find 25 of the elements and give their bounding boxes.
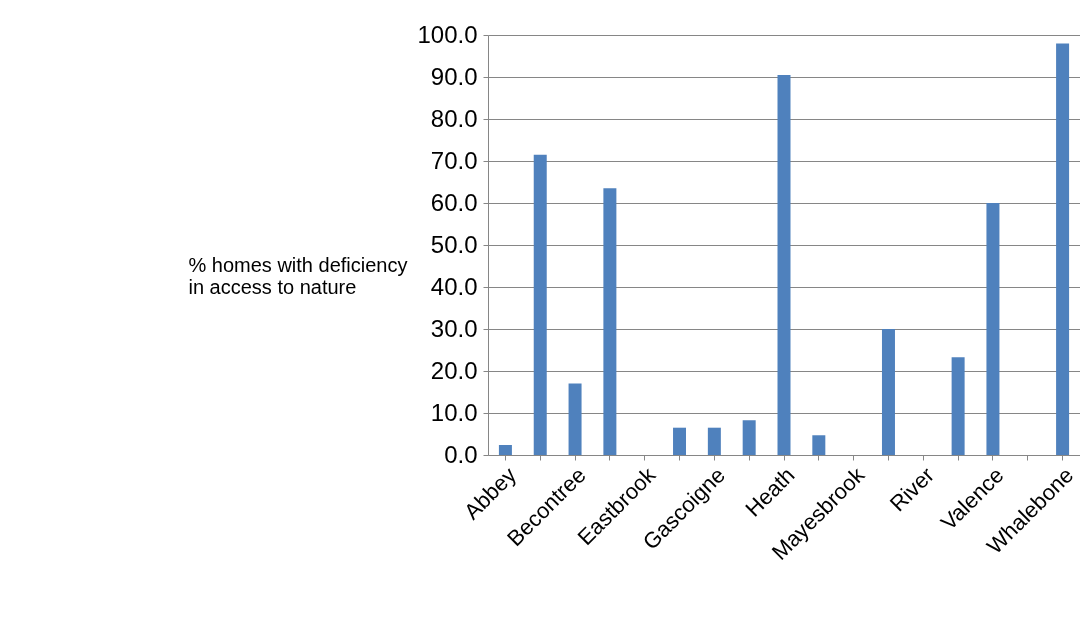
y-tick-label: 50.0 (430, 230, 478, 258)
bar (568, 383, 582, 455)
y-axis-title: % homes with deficiency in access to nature (188, 253, 408, 298)
y-tick-label: 40.0 (430, 272, 478, 300)
bar (777, 74, 791, 455)
bar (812, 435, 826, 455)
y-tick-label: 90.0 (430, 62, 478, 90)
bar (951, 357, 965, 455)
bar (742, 420, 756, 455)
y-tick-label: 10.0 (430, 398, 478, 426)
bar (986, 203, 1000, 455)
y-tick-label: 80.0 (430, 104, 478, 132)
y-tick-label: 0.0 (444, 440, 478, 468)
bar (707, 427, 721, 455)
bar (1056, 43, 1070, 455)
y-tick-label: 60.0 (430, 188, 478, 216)
y-tick-label: 20.0 (430, 356, 478, 384)
bar (533, 154, 547, 455)
y-tick-label: 30.0 (430, 314, 478, 342)
y-tick-label: 100.0 (417, 20, 478, 48)
bar (673, 427, 687, 455)
y-tick-label: 70.0 (430, 146, 478, 174)
bar (603, 188, 617, 455)
bar (498, 444, 512, 455)
bar (881, 329, 895, 455)
